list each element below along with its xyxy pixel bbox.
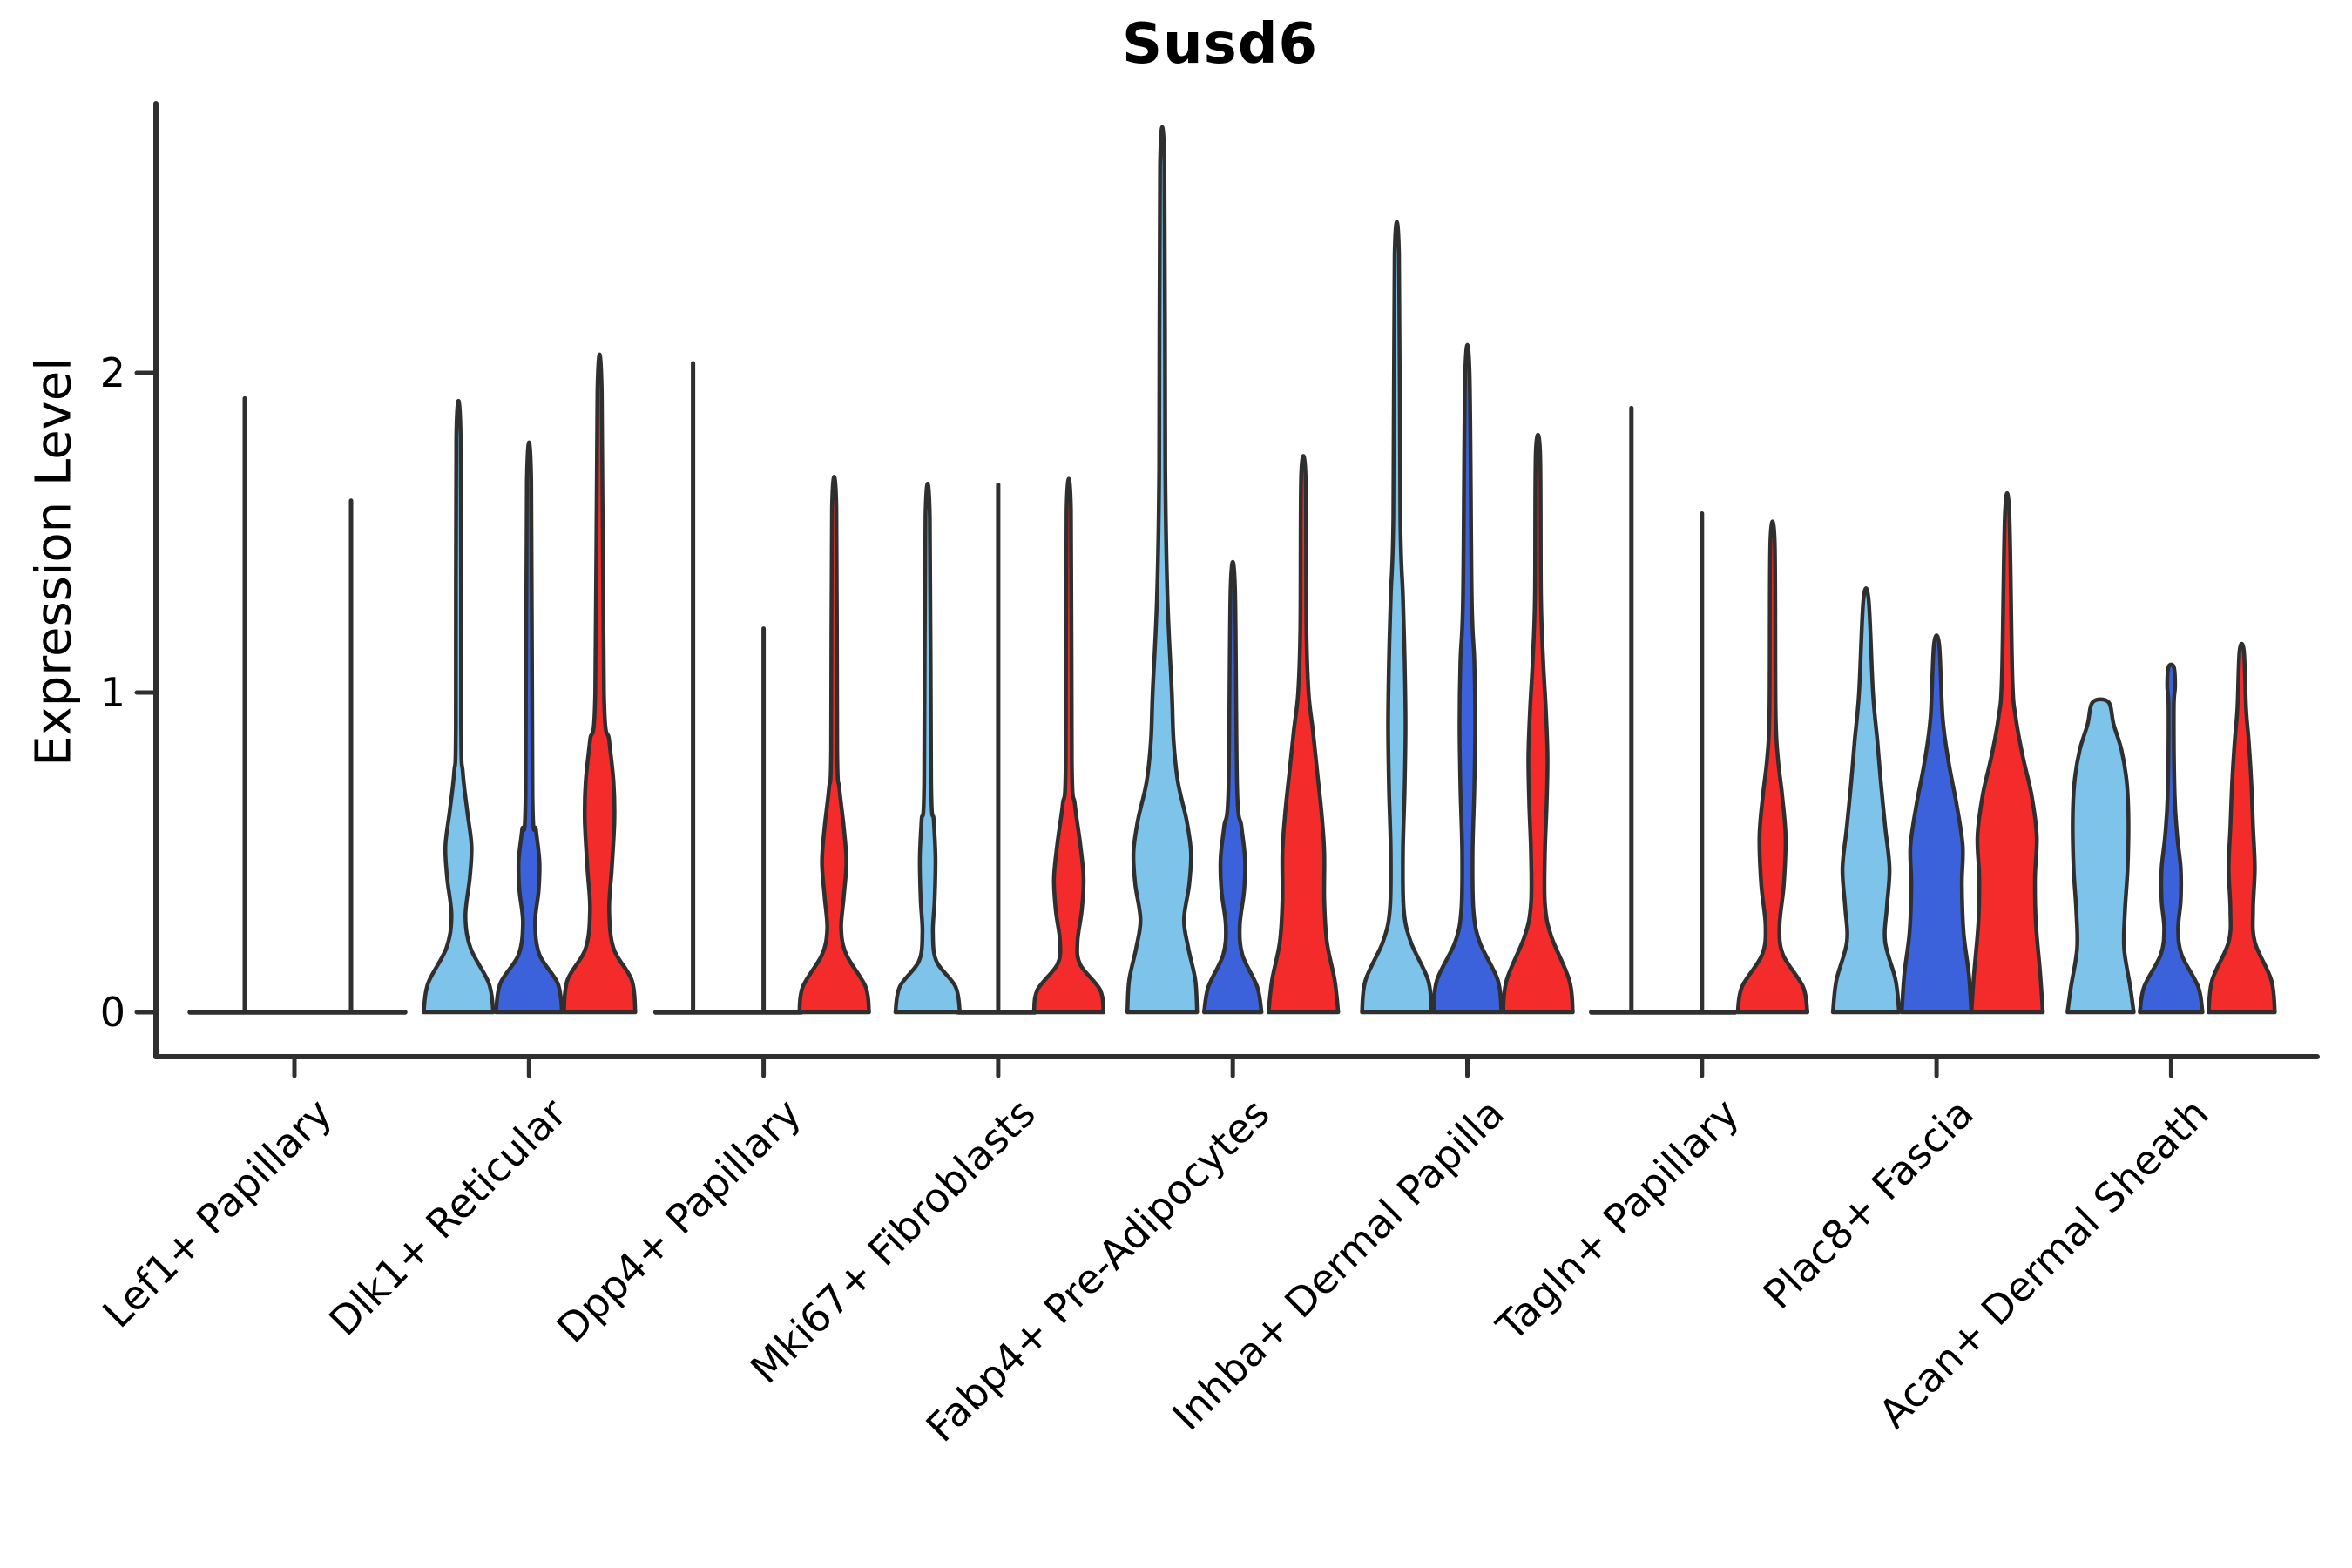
y-tick-label: 1	[99, 669, 125, 716]
violin-body	[1125, 125, 1200, 1015]
violin-body	[1830, 586, 1902, 1015]
violin-body	[1360, 220, 1434, 1015]
chart-title: Susd6	[1121, 12, 1319, 77]
violin-body	[1266, 454, 1341, 1015]
violin-body	[893, 482, 963, 1015]
violin-body	[2207, 641, 2277, 1015]
violin-body	[2138, 662, 2205, 1015]
violin-body	[494, 440, 564, 1015]
violin-body	[1031, 476, 1106, 1015]
violin-body	[1431, 342, 1504, 1015]
violin-body	[797, 475, 871, 1015]
violin-body	[1501, 432, 1575, 1015]
violin-body	[1201, 560, 1264, 1015]
y-tick-label: 2	[99, 349, 125, 396]
violin-body	[562, 353, 638, 1015]
violin-body	[1899, 633, 1974, 1015]
violin-body	[1735, 519, 1810, 1015]
y-tick-label: 0	[99, 989, 125, 1036]
violin-body	[1969, 491, 2045, 1015]
violin-body	[422, 399, 496, 1015]
violin-body	[2065, 697, 2136, 1015]
